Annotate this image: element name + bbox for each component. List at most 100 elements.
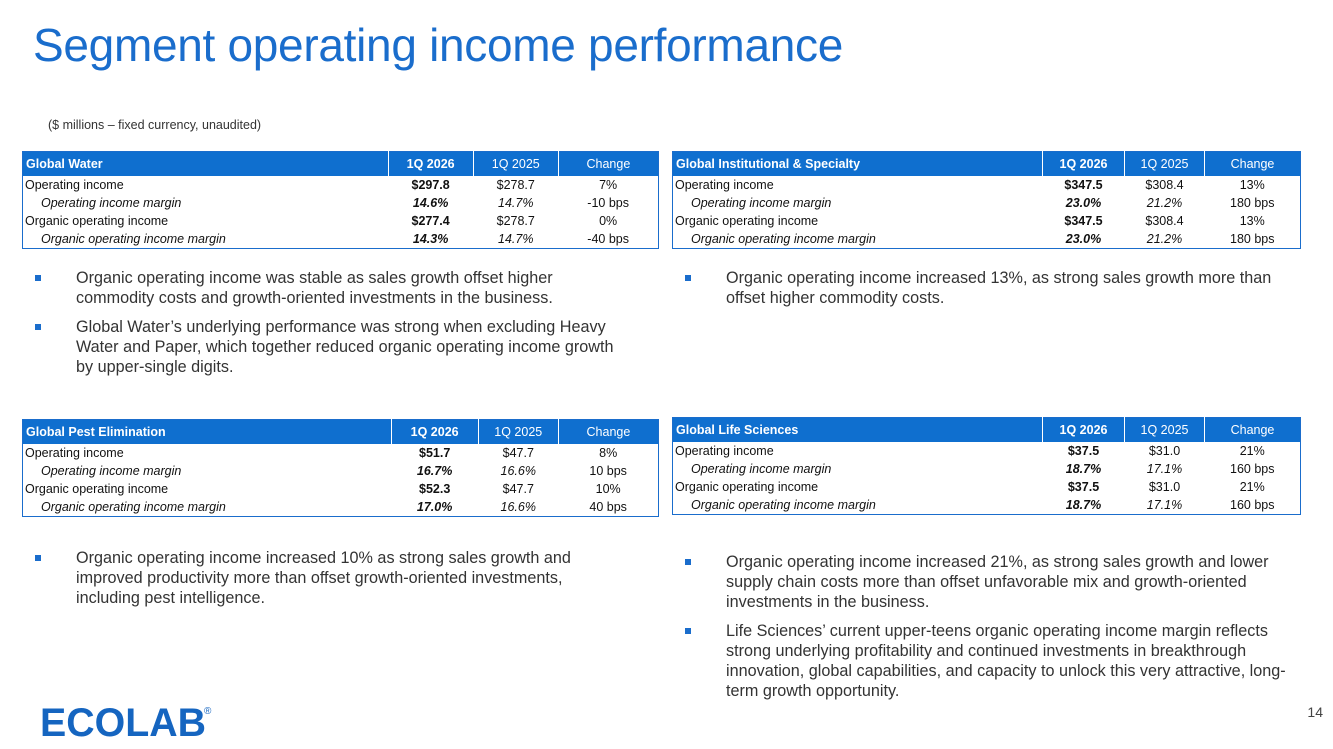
- bullet-item: Life Sciences’ current upper-teens organ…: [677, 621, 1307, 701]
- bullet-marker: [35, 555, 41, 561]
- col-change: Change: [558, 419, 659, 444]
- value-change: 8%: [599, 446, 618, 460]
- table-row: Operating income margin 16.7% 16.6% 10 b…: [23, 462, 659, 480]
- logo-registered-mark: ®: [204, 706, 212, 717]
- bullet-text: Organic operating income increased 21%, …: [726, 553, 1269, 611]
- value-change: 160 bps: [1230, 462, 1275, 476]
- global-life-sciences-table: Global Life Sciences 1Q 2026 1Q 2025 Cha…: [672, 417, 1301, 515]
- value-current: 23.0%: [1065, 196, 1102, 210]
- table-row: Organic operating income margin 14.3% 14…: [23, 230, 659, 249]
- value-prior: $278.7: [496, 178, 535, 192]
- table-row: Organic operating income margin 23.0% 21…: [673, 230, 1301, 249]
- segment-name: Global Pest Elimination: [22, 419, 392, 444]
- row-label: Organic operating income: [675, 480, 819, 494]
- global-pest-table: Global Pest Elimination 1Q 2026 1Q 2025 …: [22, 419, 659, 517]
- row-label: Operating income: [25, 446, 124, 460]
- bullet-marker: [685, 628, 691, 634]
- global-water-table: Global Water 1Q 2026 1Q 2025 Change Oper…: [22, 151, 659, 249]
- table-row: Operating income $51.7 $47.7 8%: [23, 444, 659, 462]
- value-current: $277.4: [411, 214, 450, 228]
- row-label: Operating income margin: [691, 462, 832, 476]
- value-change: 13%: [1239, 178, 1265, 192]
- value-change: 10 bps: [589, 464, 627, 478]
- table-row: Organic operating income $37.5 $31.0 21%: [673, 478, 1301, 496]
- value-current: 18.7%: [1065, 462, 1102, 476]
- table-row: Operating income margin 23.0% 21.2% 180 …: [673, 194, 1301, 212]
- table-row: Operating income margin 18.7% 17.1% 160 …: [673, 460, 1301, 478]
- value-change: -10 bps: [587, 196, 629, 210]
- col-change: Change: [1204, 151, 1301, 176]
- col-change: Change: [1204, 417, 1301, 442]
- col-current: 1Q 2026: [388, 151, 474, 176]
- segment-name: Global Life Sciences: [672, 417, 1043, 442]
- value-prior: $31.0: [1148, 480, 1181, 494]
- col-change: Change: [558, 151, 659, 176]
- value-current: 23.0%: [1065, 232, 1102, 246]
- table-row: Organic operating income $52.3 $47.7 10%: [23, 480, 659, 498]
- value-change: 21%: [1239, 480, 1265, 494]
- row-label: Operating income: [675, 444, 774, 458]
- col-current: 1Q 2026: [1042, 417, 1125, 442]
- table-row: Operating income margin 14.6% 14.7% -10 …: [23, 194, 659, 212]
- page-subtitle: ($ millions – fixed currency, unaudited): [48, 118, 262, 132]
- bullet-item: Organic operating income increased 21%, …: [677, 552, 1307, 612]
- col-prior: 1Q 2025: [473, 151, 559, 176]
- value-change: 160 bps: [1230, 498, 1275, 512]
- bullet-item: Organic operating income increased 10% a…: [27, 548, 627, 608]
- value-current: $52.3: [419, 482, 451, 496]
- bullet-marker: [35, 324, 41, 330]
- value-prior: $308.4: [1145, 178, 1184, 192]
- value-change: 7%: [599, 178, 618, 192]
- page-number: 14: [1307, 704, 1323, 720]
- ecolab-logo: ECOLAB ®: [40, 701, 212, 742]
- bullet-text: Organic operating income increased 10% a…: [76, 549, 571, 607]
- col-current: 1Q 2026: [391, 419, 479, 444]
- table-row: Operating income $297.8 $278.7 7%: [23, 176, 659, 194]
- value-prior: 21.2%: [1146, 232, 1183, 246]
- value-current: $37.5: [1067, 444, 1100, 458]
- value-current: 16.7%: [416, 464, 453, 478]
- logo-text: ECOLAB: [40, 701, 206, 742]
- value-prior: $47.7: [502, 446, 534, 460]
- page-title: Segment operating income performance: [33, 19, 843, 71]
- value-change: -40 bps: [587, 232, 629, 246]
- value-prior: 16.6%: [500, 500, 536, 514]
- table-row: Operating income $37.5 $31.0 21%: [673, 442, 1301, 460]
- table-row: Organic operating income $277.4 $278.7 0…: [23, 212, 659, 230]
- col-prior: 1Q 2025: [1124, 151, 1205, 176]
- bullet-item: Organic operating income was stable as s…: [27, 268, 627, 308]
- value-current: $347.5: [1064, 214, 1103, 228]
- global-institutional-table: Global Institutional & Specialty 1Q 2026…: [672, 151, 1301, 249]
- value-prior: $308.4: [1145, 214, 1184, 228]
- table-row: Organic operating income margin 17.0% 16…: [23, 498, 659, 517]
- value-prior: $31.0: [1148, 444, 1181, 458]
- row-label: Organic operating income margin: [41, 232, 226, 246]
- bullet-text: Organic operating income increased 13%, …: [726, 269, 1272, 307]
- value-prior: 17.1%: [1146, 462, 1183, 476]
- table-row: Organic operating income margin 18.7% 17…: [673, 496, 1301, 515]
- bullet-marker: [685, 559, 691, 565]
- segment-name: Global Institutional & Specialty: [672, 151, 1043, 176]
- pest-bullets: Organic operating income increased 10% a…: [27, 548, 627, 617]
- value-change: 10%: [595, 482, 621, 496]
- value-change: 0%: [599, 214, 618, 228]
- bullet-text: Life Sciences’ current upper-teens organ…: [726, 622, 1286, 700]
- value-current: $297.8: [411, 178, 450, 192]
- value-current: $51.7: [419, 446, 451, 460]
- row-label: Operating income margin: [41, 464, 182, 478]
- bullet-text: Organic operating income was stable as s…: [76, 269, 553, 307]
- value-current: 17.0%: [416, 500, 453, 514]
- row-label: Operating income margin: [691, 196, 832, 210]
- col-current: 1Q 2026: [1042, 151, 1125, 176]
- row-label: Operating income: [25, 178, 124, 192]
- row-label: Organic operating income margin: [691, 498, 876, 512]
- bullet-text: Global Water’s underlying performance wa…: [76, 318, 614, 376]
- value-current: 14.6%: [412, 196, 449, 210]
- bullet-marker: [35, 275, 41, 281]
- row-label: Operating income: [675, 178, 774, 192]
- value-prior: $278.7: [496, 214, 535, 228]
- value-prior: 14.7%: [498, 196, 534, 210]
- value-current: 18.7%: [1065, 498, 1102, 512]
- row-label: Organic operating income: [25, 482, 169, 496]
- col-prior: 1Q 2025: [478, 419, 559, 444]
